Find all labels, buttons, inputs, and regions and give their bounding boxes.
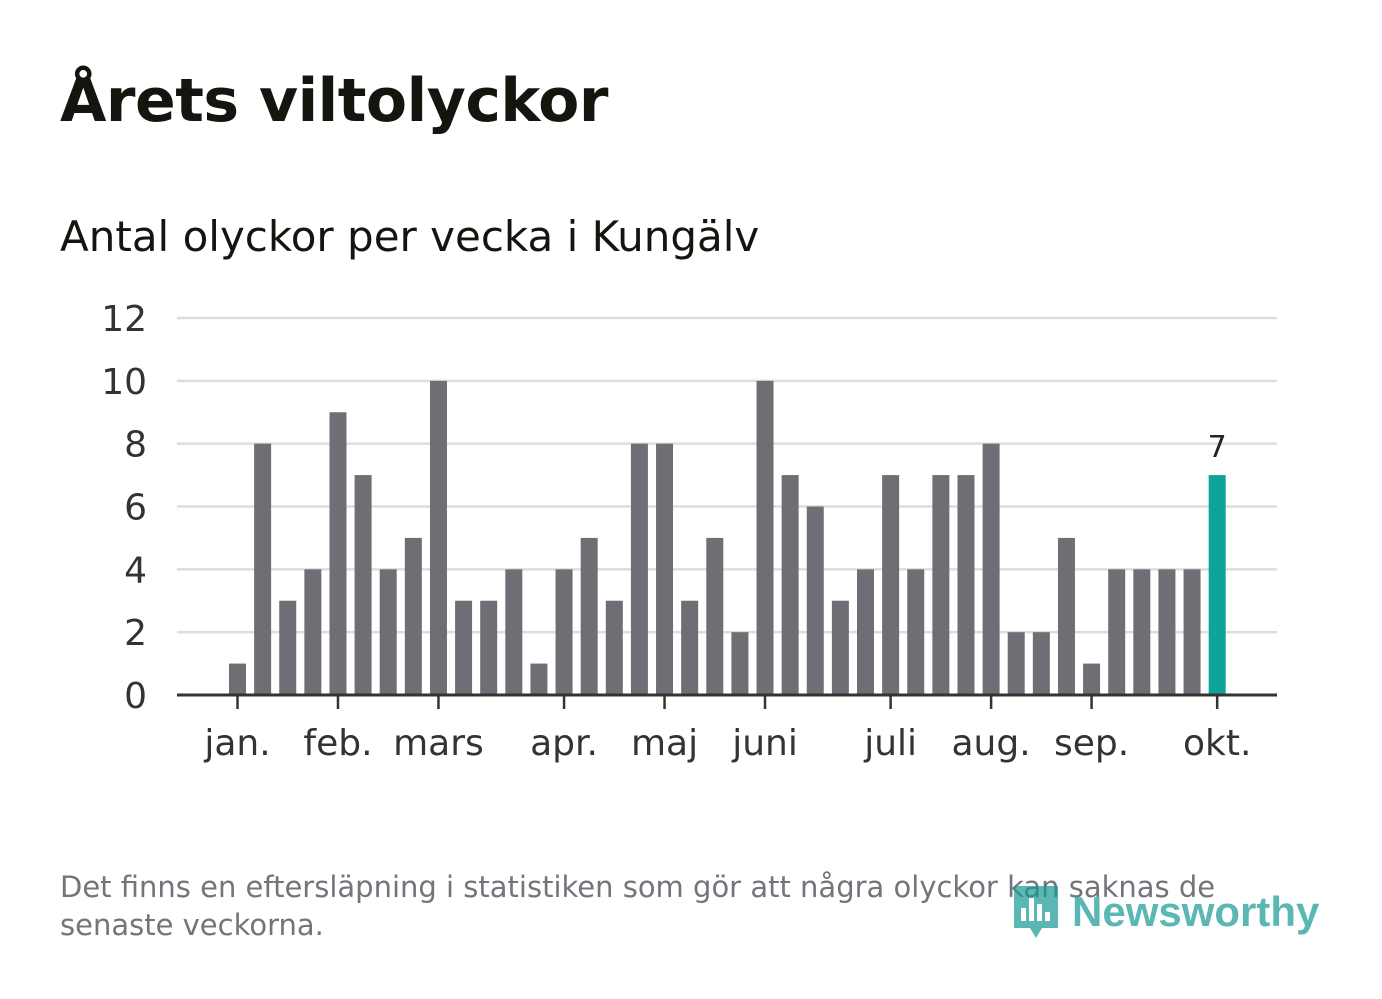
x-tick-label: maj (631, 723, 698, 764)
x-tick-label: apr. (530, 723, 598, 764)
x-tick-label: jan. (203, 723, 270, 764)
bar (505, 569, 523, 695)
bar (806, 506, 824, 695)
y-tick-label: 10 (101, 362, 147, 403)
x-axis (177, 693, 1277, 709)
bar (982, 443, 1000, 695)
bar (530, 663, 548, 695)
bar (630, 443, 648, 695)
bar (756, 380, 774, 695)
x-axis-labels: jan. feb. mars apr. maj juni juli aug. sep. okt. 7 (203, 430, 1251, 764)
y-tick-label: 6 (124, 488, 147, 529)
bar (681, 600, 699, 695)
bar (1158, 569, 1176, 695)
bar (304, 569, 322, 695)
bar (229, 663, 246, 695)
y-tick-label: 0 (124, 676, 147, 717)
x-tick-label: sep. (1054, 723, 1129, 764)
x-tick-label: okt. (1183, 723, 1251, 764)
bar (1057, 537, 1075, 695)
bars (229, 380, 1226, 695)
bar (329, 412, 347, 695)
bar (731, 632, 749, 695)
bar (932, 475, 950, 695)
x-tick-label: juli (863, 723, 917, 764)
y-tick-label: 8 (124, 425, 147, 466)
x-tick-label: mars (393, 723, 484, 764)
chart-subtitle: Antal olyckor per vecka i Kungälv (60, 212, 760, 261)
highlight-value-label: 7 (1208, 430, 1227, 465)
bar (354, 475, 372, 695)
bar (555, 569, 573, 695)
bar (882, 475, 900, 695)
x-tick-label: feb. (303, 723, 372, 764)
newsworthy-logo-text: Newsworthy (1072, 888, 1320, 935)
bar (1183, 569, 1201, 695)
bar (1108, 569, 1126, 695)
bar (404, 537, 422, 695)
bar (254, 443, 272, 695)
y-tick-label: 4 (124, 550, 147, 591)
bar (580, 537, 598, 695)
bar (957, 475, 975, 695)
bar (1007, 632, 1025, 695)
bar (379, 569, 397, 695)
bar (429, 380, 447, 695)
x-tick-label: juni (731, 723, 798, 764)
bar (656, 443, 674, 695)
bar (480, 600, 498, 695)
bar (455, 600, 473, 695)
chart-title: Årets viltolyckor (60, 66, 609, 136)
bar (781, 475, 799, 695)
bar-highlight (1208, 475, 1226, 695)
y-axis-ticks: 0 2 4 6 8 10 12 (101, 299, 147, 717)
x-tick-label: aug. (952, 723, 1031, 764)
bar (1133, 569, 1151, 695)
bar (831, 600, 849, 695)
bar (857, 569, 874, 695)
bar (279, 600, 297, 695)
bar (1083, 663, 1101, 695)
y-tick-label: 2 (124, 613, 147, 654)
bar (1032, 632, 1050, 695)
newsworthy-logo-icon (1014, 886, 1058, 938)
y-tick-label: 12 (101, 299, 147, 340)
newsworthy-logo: Newsworthy (1010, 880, 1330, 944)
bar (907, 569, 925, 695)
bar (706, 537, 724, 695)
bar (605, 600, 623, 695)
